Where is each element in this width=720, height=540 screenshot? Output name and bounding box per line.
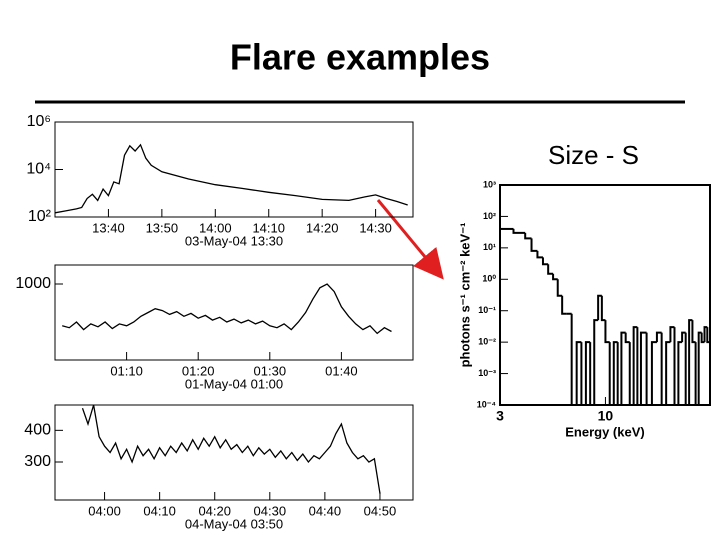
spectrum-step <box>620 331 626 405</box>
spectrum-step <box>628 342 634 406</box>
spectrum-step <box>665 341 671 405</box>
x-tick-label: 04:10 <box>143 503 176 518</box>
x-tick-label: 04:50 <box>364 503 397 518</box>
spectrum-step <box>694 342 699 406</box>
spectrum-step <box>593 319 599 405</box>
spectrum-step <box>524 232 532 240</box>
y-tick-label: 10⁰ <box>482 274 496 284</box>
spectrum-step <box>616 342 622 406</box>
x-tick-label: 04:30 <box>254 503 287 518</box>
spectrum-step <box>650 341 657 405</box>
plot-frame <box>54 264 414 361</box>
spectrum-step <box>673 327 679 406</box>
spectrum-step <box>636 327 641 406</box>
y-tick-label: 10⁴ <box>26 161 51 178</box>
spectrum-step <box>608 342 614 406</box>
spectrum-step <box>570 313 577 406</box>
x-tick-label: 14:30 <box>359 220 392 235</box>
slide-title: Flare examples <box>230 37 490 78</box>
x-tick-label: 04:40 <box>309 503 342 518</box>
y-tick-label: 10⁻² <box>478 337 496 347</box>
y-tick-label: 10² <box>28 208 52 225</box>
spectrum-step <box>556 279 563 297</box>
spectrum-step <box>669 326 675 343</box>
spectrum-step <box>697 331 702 405</box>
x-tick-label: 04:20 <box>198 503 231 518</box>
spectrum-step <box>660 332 667 406</box>
spectrum-step <box>655 331 662 343</box>
y-tick-label: 400 <box>24 422 51 439</box>
x-tick-label: 14:00 <box>199 220 232 235</box>
x-tick-label: 14:10 <box>252 220 285 235</box>
y-tick-label: 10³ <box>483 179 496 189</box>
spectrum-step <box>639 331 647 405</box>
y-tick-label: 10⁻¹ <box>478 305 496 315</box>
spectrum-step <box>706 327 710 344</box>
spectrum-step <box>624 332 630 344</box>
x-tick-label: 3 <box>496 408 504 424</box>
spectrum-step <box>589 342 595 406</box>
y-tick-label: 10² <box>483 211 496 221</box>
spectrum-step <box>688 319 693 405</box>
pointer-arrow <box>376 199 444 280</box>
x-axis-title: 04-May-04 03:50 <box>185 516 283 531</box>
spectrum-step <box>580 342 586 406</box>
spectrum-step <box>700 332 705 344</box>
annotation: Size - S <box>548 140 639 170</box>
spectrum-step <box>604 320 610 344</box>
spectrum-step <box>512 228 526 234</box>
x-axis-title: 01-May-04 01:00 <box>185 376 283 391</box>
spectrum-step <box>536 250 543 259</box>
x-tick-label: 13:40 <box>92 220 125 235</box>
spectrum-step <box>541 257 549 266</box>
spectrum-step <box>530 238 538 252</box>
spectrum-step <box>575 341 582 405</box>
x-tick-label: 10 <box>598 408 614 424</box>
y-tick-label: 10⁻⁴ <box>477 399 496 409</box>
spectrum-step <box>681 331 686 343</box>
y-tick-label: 300 <box>24 453 51 470</box>
x-tick-label: 01:30 <box>254 363 287 378</box>
spectrum-step <box>552 273 558 281</box>
spectrum-step <box>547 264 554 275</box>
data-line <box>54 143 408 214</box>
spectrum-step <box>597 294 602 321</box>
spectrum-step <box>612 341 618 405</box>
x-axis-title: 03-May-04 13:30 <box>185 233 283 248</box>
y-axis-title: photons s⁻¹ cm⁻² keV⁻¹ <box>457 223 472 368</box>
plot-frame <box>54 404 414 501</box>
x-tick-label: 01:10 <box>110 363 143 378</box>
spectrum-step <box>600 295 606 322</box>
x-axis-title: Energy (keV) <box>565 424 644 439</box>
data-line <box>62 283 392 335</box>
y-tick-label: 10¹ <box>483 242 496 252</box>
y-tick-label: 1000 <box>15 275 51 292</box>
plot-frame <box>54 121 414 218</box>
spectrum-step <box>584 341 591 405</box>
spectrum-step <box>561 295 567 315</box>
x-tick-label: 14:20 <box>306 220 339 235</box>
spectrum-step <box>632 326 638 405</box>
y-tick-label: 10⁻³ <box>478 368 496 378</box>
y-tick-label: 10⁶ <box>27 113 51 130</box>
data-line <box>81 404 381 494</box>
x-tick-label: 13:50 <box>146 220 179 235</box>
spectrum-step <box>677 341 683 405</box>
spectrum-step <box>645 332 652 406</box>
spectrum-step <box>684 332 690 406</box>
x-tick-label: 04:00 <box>88 503 121 518</box>
spectrum-step <box>691 320 696 344</box>
x-tick-label: 01:20 <box>182 363 215 378</box>
x-tick-label: 01:40 <box>325 363 358 378</box>
